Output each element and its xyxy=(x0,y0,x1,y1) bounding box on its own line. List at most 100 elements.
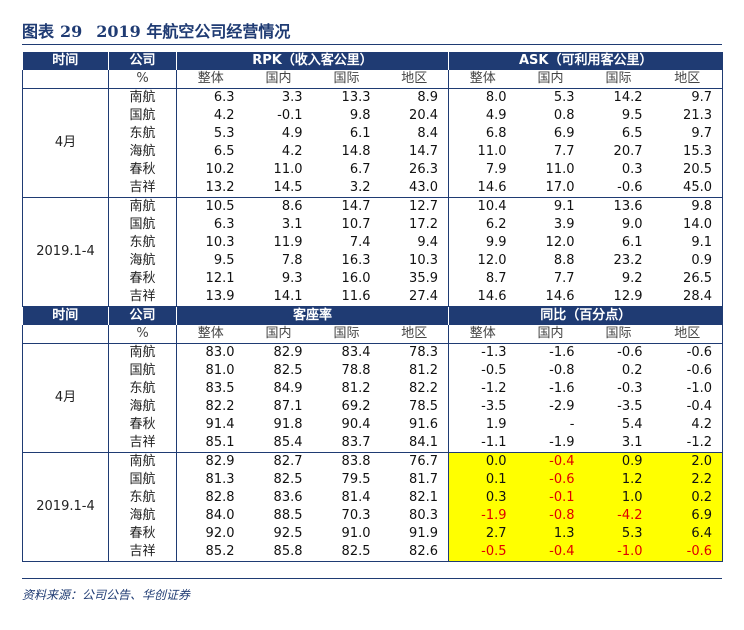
subheader-blank xyxy=(22,325,109,344)
value-cell: -0.5 xyxy=(481,363,507,378)
title-rule xyxy=(22,44,722,45)
value-cell: 14.6 xyxy=(448,179,517,198)
value-cell: 10.3 xyxy=(380,252,449,270)
figure-title-text: 2019 年航空公司经营情况 xyxy=(96,22,291,41)
value-cell: -4.2 xyxy=(584,507,653,525)
company-name: 海航 xyxy=(108,252,177,270)
value-cell: -0.6 xyxy=(652,543,723,562)
value-cell: 2.0 xyxy=(652,452,723,471)
value-cell: -0.6 xyxy=(652,343,723,362)
company-name: 国航 xyxy=(108,107,177,125)
value-cell: 9.1 xyxy=(652,234,723,252)
value-cell: 10.5 xyxy=(205,199,235,214)
table-row: 国航 81.0 82.5 78.8 81.2 -0.5 -0.8 0.2 -0.6 xyxy=(23,362,723,380)
value-cell: 10.4 xyxy=(477,199,507,214)
company-name: 东航 xyxy=(108,125,177,143)
value-cell: -0.1 xyxy=(277,108,303,123)
value-cell: 5.3 xyxy=(584,525,653,543)
value-cell: -2.9 xyxy=(549,399,575,414)
value-cell: -1.6 xyxy=(549,345,575,360)
table-row: 海航 9.5 7.8 16.3 10.3 12.0 8.8 23.2 0.9 xyxy=(23,252,723,270)
value-cell: 6.9 xyxy=(553,126,575,141)
table-row: 海航 6.5 4.2 14.8 14.7 11.0 7.7 20.7 15.3 xyxy=(23,143,723,161)
value-cell: 84.0 xyxy=(205,508,235,523)
value-cell: 8.0 xyxy=(485,90,507,105)
value-cell: 81.3 xyxy=(205,472,235,487)
company-name: 吉祥 xyxy=(108,179,177,198)
value-cell: 83.7 xyxy=(312,434,381,453)
value-cell: 91.6 xyxy=(380,416,449,434)
company-name: 吉祥 xyxy=(108,288,177,307)
company-name: 海航 xyxy=(108,507,177,525)
value-cell: 9.0 xyxy=(621,217,643,232)
table-row: 东航 10.3 11.9 7.4 9.4 9.9 12.0 6.1 9.1 xyxy=(23,234,723,252)
value-cell: 5.4 xyxy=(621,417,643,432)
value-cell: 82.8 xyxy=(205,490,235,505)
value-cell: -0.8 xyxy=(549,363,575,378)
value-cell: -1.0 xyxy=(652,380,723,398)
value-cell: 6.5 xyxy=(621,126,643,141)
subheader-6: 国际 xyxy=(584,70,653,89)
header-ask: ASK（可利用客公里） xyxy=(448,52,723,70)
value-cell: 9.8 xyxy=(652,197,723,216)
value-cell: -1.2 xyxy=(652,434,723,453)
value-cell: 9.5 xyxy=(621,108,643,123)
value-cell: 6.1 xyxy=(621,235,643,250)
value-cell: 14.0 xyxy=(652,216,723,234)
value-cell: 2.2 xyxy=(652,471,723,489)
header-load-factor: 客座率 xyxy=(176,306,449,325)
period-label: 4月 xyxy=(22,88,109,198)
value-cell: 9.3 xyxy=(281,271,303,286)
value-cell: 15.3 xyxy=(652,143,723,161)
period-label: 2019.1-4 xyxy=(22,197,109,307)
value-cell: -1.3 xyxy=(481,345,507,360)
value-cell: -3.5 xyxy=(481,399,507,414)
value-cell: 1.2 xyxy=(584,471,653,489)
value-cell: 81.4 xyxy=(341,490,371,505)
value-cell: -1.6 xyxy=(549,381,575,396)
value-cell: 13.6 xyxy=(613,199,643,214)
value-cell: 14.7 xyxy=(341,199,371,214)
value-cell: 69.2 xyxy=(341,399,371,414)
value-cell: 2.7 xyxy=(448,525,517,543)
table-row: 国航 81.3 82.5 79.5 81.7 0.1 -0.6 1.2 2.2 xyxy=(23,471,723,489)
value-cell: 92.5 xyxy=(273,526,303,541)
value-cell: 10.2 xyxy=(205,162,235,177)
table-row: 东航 82.8 83.6 81.4 82.1 0.3 -0.1 1.0 0.2 xyxy=(23,489,723,507)
company-name: 东航 xyxy=(108,234,177,252)
unit-label: % xyxy=(108,325,177,344)
value-cell: 6.5 xyxy=(213,144,235,159)
value-cell: 11.0 xyxy=(477,144,507,159)
value-cell: -0.4 xyxy=(652,398,723,416)
value-cell: -1.2 xyxy=(481,381,507,396)
value-cell: 81.7 xyxy=(380,471,449,489)
value-cell: 1.9 xyxy=(485,417,507,432)
value-cell: 6.7 xyxy=(349,162,371,177)
value-cell: -0.6 xyxy=(652,362,723,380)
subheader-3: 地区 xyxy=(380,70,449,89)
value-cell: 0.9 xyxy=(652,252,723,270)
company-name: 春秋 xyxy=(108,270,177,288)
value-cell: 91.0 xyxy=(341,526,371,541)
value-cell: 0.2 xyxy=(621,363,643,378)
value-cell: 14.6 xyxy=(516,288,585,307)
table-row: 春秋 91.4 91.8 90.4 91.6 1.9 - 5.4 4.2 xyxy=(23,416,723,434)
value-cell: 13.9 xyxy=(176,288,245,307)
value-cell: -0.6 xyxy=(516,471,585,489)
header-yoy: 同比（百分点） xyxy=(448,306,723,325)
table-row: 国航 6.3 3.1 10.7 17.2 6.2 3.9 9.0 14.0 xyxy=(23,216,723,234)
table-row: 4月 南航 83.0 82.9 83.4 78.3 -1.3 -1.6 -0.6 -0.6 xyxy=(22,343,723,453)
subheader-row: % 整体 国内 国际 地区 整体 国内 国际 地区 xyxy=(22,325,723,344)
value-cell: 14.6 xyxy=(448,288,517,307)
value-cell: 81.2 xyxy=(380,362,449,380)
header-time: 时间 xyxy=(22,306,109,325)
value-cell: 7.7 xyxy=(553,271,575,286)
value-cell: 12.0 xyxy=(477,253,507,268)
value-cell: 17.2 xyxy=(380,216,449,234)
value-cell: 0.3 xyxy=(621,162,643,177)
company-name: 国航 xyxy=(108,471,177,489)
period-label: 2019.1-4 xyxy=(22,452,109,562)
value-cell: 84.1 xyxy=(380,434,449,453)
value-cell: 82.5 xyxy=(312,543,381,562)
value-cell: 12.7 xyxy=(380,197,449,216)
